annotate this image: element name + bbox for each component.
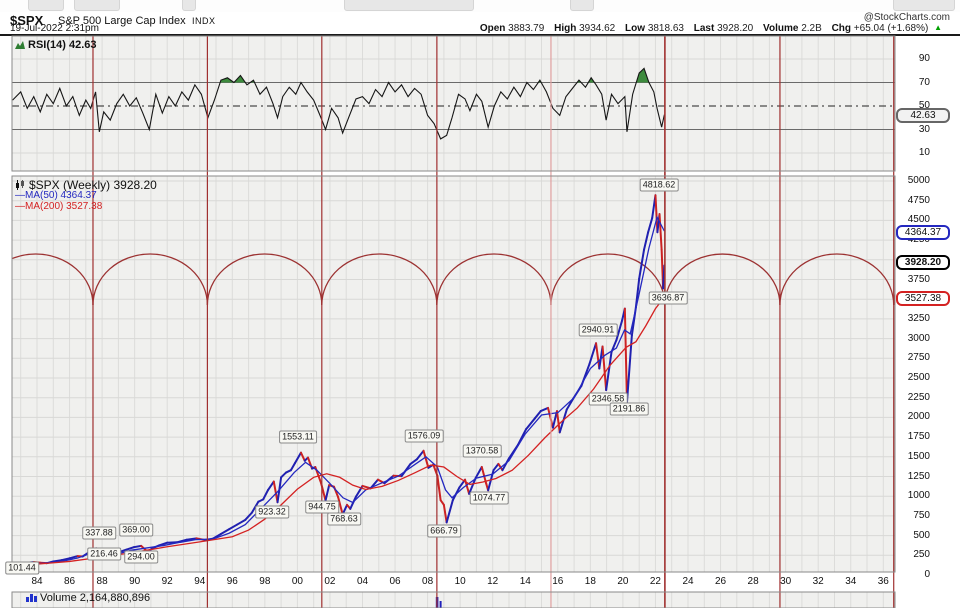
- high-label: High: [554, 23, 577, 34]
- volume-legend-label: Volume 2,164,880,896: [40, 592, 151, 604]
- chg-value: +65.04 (+1.68%): [853, 23, 929, 34]
- low-label: Low: [625, 23, 646, 34]
- chrome-fragment: [893, 0, 955, 11]
- volume-label: Volume: [763, 23, 799, 34]
- rsi-legend: RSI(14) 42.63: [15, 39, 96, 52]
- last-value: 3928.20: [717, 23, 754, 34]
- quote-datetime: 19-Jul-2022 2:31pm: [10, 23, 99, 34]
- exchange-label: INDX: [192, 16, 216, 26]
- volume-legend: Volume 2,164,880,896: [26, 592, 150, 605]
- quote-line: Open 3883.79 High 3934.62 Low 3818.63 La…: [473, 23, 942, 34]
- high-value: 3934.62: [579, 23, 616, 34]
- rsi-current-box: 42.63: [896, 108, 950, 123]
- chrome-fragment: [182, 0, 196, 11]
- last-label: Last: [693, 23, 715, 34]
- volume-bars-icon: [26, 592, 37, 605]
- index-name: S&P 500 Large Cap Index: [58, 15, 186, 27]
- candlestick-icon: [15, 180, 26, 192]
- up-triangle-icon: ▲: [934, 23, 942, 32]
- ma50-legend: —MA(50) 4364.37: [15, 190, 97, 201]
- open-value: 3883.79: [508, 23, 545, 34]
- chrome-fragment: [74, 0, 120, 11]
- chart-header: $SPX S&P 500 Large Cap Index INDX @Stock…: [0, 12, 960, 36]
- ma50-current-box: 4364.37: [896, 225, 950, 240]
- chrome-fragment: [344, 0, 474, 11]
- open-label: Open: [479, 23, 506, 34]
- symbol-label: $SPX: [10, 13, 44, 28]
- stockcharts-credit: @StockCharts.com: [863, 12, 950, 23]
- chrome-fragment: [28, 0, 64, 11]
- low-value: 3818.63: [647, 23, 684, 34]
- last-price-box: 3928.20: [896, 255, 950, 270]
- rsi-area-icon: [15, 40, 25, 52]
- ma200-current-box: 3527.38: [896, 291, 950, 306]
- chg-label: Chg: [831, 23, 852, 34]
- spx-legend-label: $SPX (Weekly) 3928.20: [29, 178, 157, 192]
- chrome-fragment: [570, 0, 594, 11]
- volume-value: 2.2B: [801, 23, 822, 34]
- spx-legend: $SPX (Weekly) 3928.20: [15, 179, 157, 192]
- rsi-legend-label: RSI(14) 42.63: [28, 39, 97, 51]
- ma200-legend: —MA(200) 3527.38: [15, 201, 103, 212]
